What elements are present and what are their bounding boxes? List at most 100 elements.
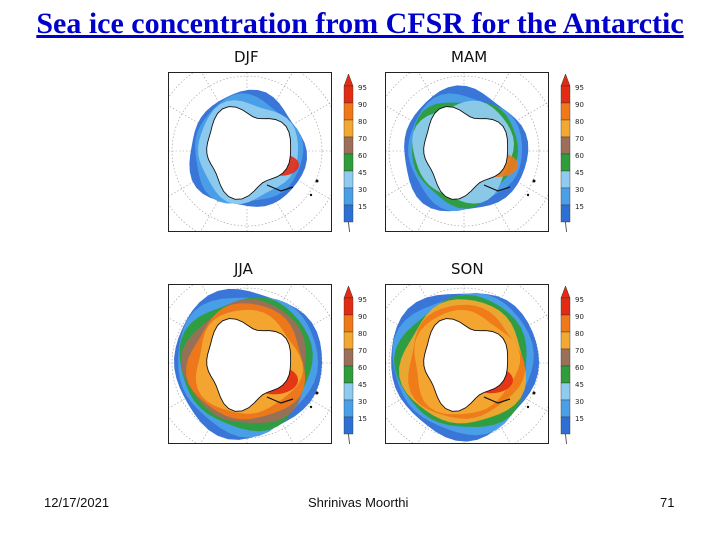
colorbar-tick-label: 45 [358, 169, 367, 177]
colorbar-swatch [343, 136, 354, 155]
colorbar-swatch [560, 314, 571, 333]
island-marker [532, 179, 536, 183]
antarctic-continent [206, 106, 292, 200]
colorbar-tick-label: 60 [358, 364, 367, 372]
colorbar-tick-label: 15 [575, 415, 584, 423]
colorbar-swatch [343, 416, 354, 435]
colorbar-tick-label: 30 [358, 398, 367, 406]
colorbar-swatch [343, 314, 354, 333]
colorbar-tick-label: 90 [575, 101, 584, 109]
panel-son: SON 95 90 80 70 60 45 30 15 [385, 256, 605, 446]
colorbar-swatch [343, 187, 354, 206]
colorbar-arrow-top [560, 73, 571, 87]
colorbar-tick-label: 70 [358, 135, 367, 143]
colorbar-swatch [343, 365, 354, 384]
colorbar-tick-label: 80 [575, 118, 584, 126]
slide-title: Sea ice concentration from CFSR for the … [36, 7, 684, 40]
footer-page-number: 71 [660, 495, 675, 510]
colorbar-tick-label: 15 [358, 203, 367, 211]
island-marker [309, 193, 313, 197]
colorbar-tick-label: 15 [575, 203, 584, 211]
panel-jja: JJA 95 90 80 70 60 45 30 15 [168, 256, 388, 446]
colorbar-tick-label: 45 [575, 381, 584, 389]
antarctic-map-jja [169, 285, 331, 443]
colorbar-tick-label: 15 [358, 415, 367, 423]
colorbar-tick-label: 90 [358, 313, 367, 321]
island-marker [315, 179, 319, 183]
antarctic-peninsula [266, 396, 294, 404]
colorbar-tick-label: 45 [358, 381, 367, 389]
colorbar-tick-label: 90 [358, 101, 367, 109]
colorbar-tick-label: 95 [358, 296, 367, 304]
colorbar-swatch [560, 136, 571, 155]
panel-mam: MAM 95 90 80 70 60 45 30 15 [385, 44, 605, 234]
colorbar-swatch [343, 382, 354, 401]
colorbar-tick-label: 95 [575, 296, 584, 304]
colorbar-swatch [343, 170, 354, 189]
panel-label-son: SON [451, 260, 484, 278]
colorbar-swatch [560, 297, 571, 316]
antarctic-map-djf [169, 73, 331, 231]
island-marker [315, 391, 319, 395]
map-jja [168, 284, 332, 444]
antarctic-map-mam [386, 73, 548, 231]
colorbar-swatch [343, 348, 354, 367]
colorbar-mam: 95 90 80 70 60 45 30 15 [560, 73, 584, 233]
island-marker [532, 391, 536, 395]
colorbar-swatch [560, 382, 571, 401]
colorbar-swatch [343, 204, 354, 223]
colorbar-arrow-top [560, 285, 571, 299]
island-marker [526, 405, 530, 409]
colorbar-swatch [343, 399, 354, 418]
colorbar-swatch [343, 153, 354, 172]
panel-djf: DJF 95 90 80 70 60 45 30 15 [168, 44, 388, 234]
colorbar-swatch [343, 331, 354, 350]
island-marker [526, 193, 530, 197]
colorbar-swatch [560, 153, 571, 172]
antarctic-continent [423, 318, 509, 412]
colorbar-son: 95 90 80 70 60 45 30 15 [560, 285, 584, 445]
colorbar-swatch [560, 204, 571, 223]
colorbar-swatch [560, 102, 571, 121]
colorbar-tick-label: 60 [575, 152, 584, 160]
colorbar-tick-label: 30 [575, 186, 584, 194]
colorbar-swatch [560, 85, 571, 104]
map-mam [385, 72, 549, 232]
colorbar-tick-label: 60 [575, 364, 584, 372]
colorbar-tick-label: 60 [358, 152, 367, 160]
colorbar-tick-label: 70 [358, 347, 367, 355]
colorbar-tick-label: 80 [358, 330, 367, 338]
colorbar-tick-label: 30 [575, 398, 584, 406]
colorbar-tick-label: 80 [358, 118, 367, 126]
colorbar-tick-label: 45 [575, 169, 584, 177]
colorbar-swatch [343, 85, 354, 104]
panel-label-djf: DJF [234, 48, 259, 66]
colorbar-tick-label: 30 [358, 186, 367, 194]
map-djf [168, 72, 332, 232]
panel-label-jja: JJA [234, 260, 253, 278]
colorbar-tick-label: 70 [575, 347, 584, 355]
colorbar-tail [348, 221, 350, 233]
colorbar-tail [565, 221, 567, 233]
antarctic-continent [206, 318, 292, 412]
colorbar-swatch [343, 102, 354, 121]
colorbar-swatch [560, 331, 571, 350]
colorbar-swatch [560, 399, 571, 418]
colorbar-tick-label: 80 [575, 330, 584, 338]
antarctic-peninsula [483, 184, 511, 192]
colorbar-swatch [560, 365, 571, 384]
colorbar-tail [565, 433, 567, 445]
antarctic-continent [423, 106, 509, 200]
colorbar-tick-label: 95 [575, 84, 584, 92]
colorbar-swatch [560, 416, 571, 435]
colorbar-djf: 95 90 80 70 60 45 30 15 [343, 73, 367, 233]
colorbar-swatch [343, 297, 354, 316]
antarctic-peninsula [483, 396, 511, 404]
colorbar-swatch [343, 119, 354, 138]
panel-label-mam: MAM [451, 48, 488, 66]
island-marker [309, 405, 313, 409]
colorbar-tick-label: 90 [575, 313, 584, 321]
colorbar-swatch [560, 187, 571, 206]
antarctic-map-son [386, 285, 548, 443]
map-son [385, 284, 549, 444]
